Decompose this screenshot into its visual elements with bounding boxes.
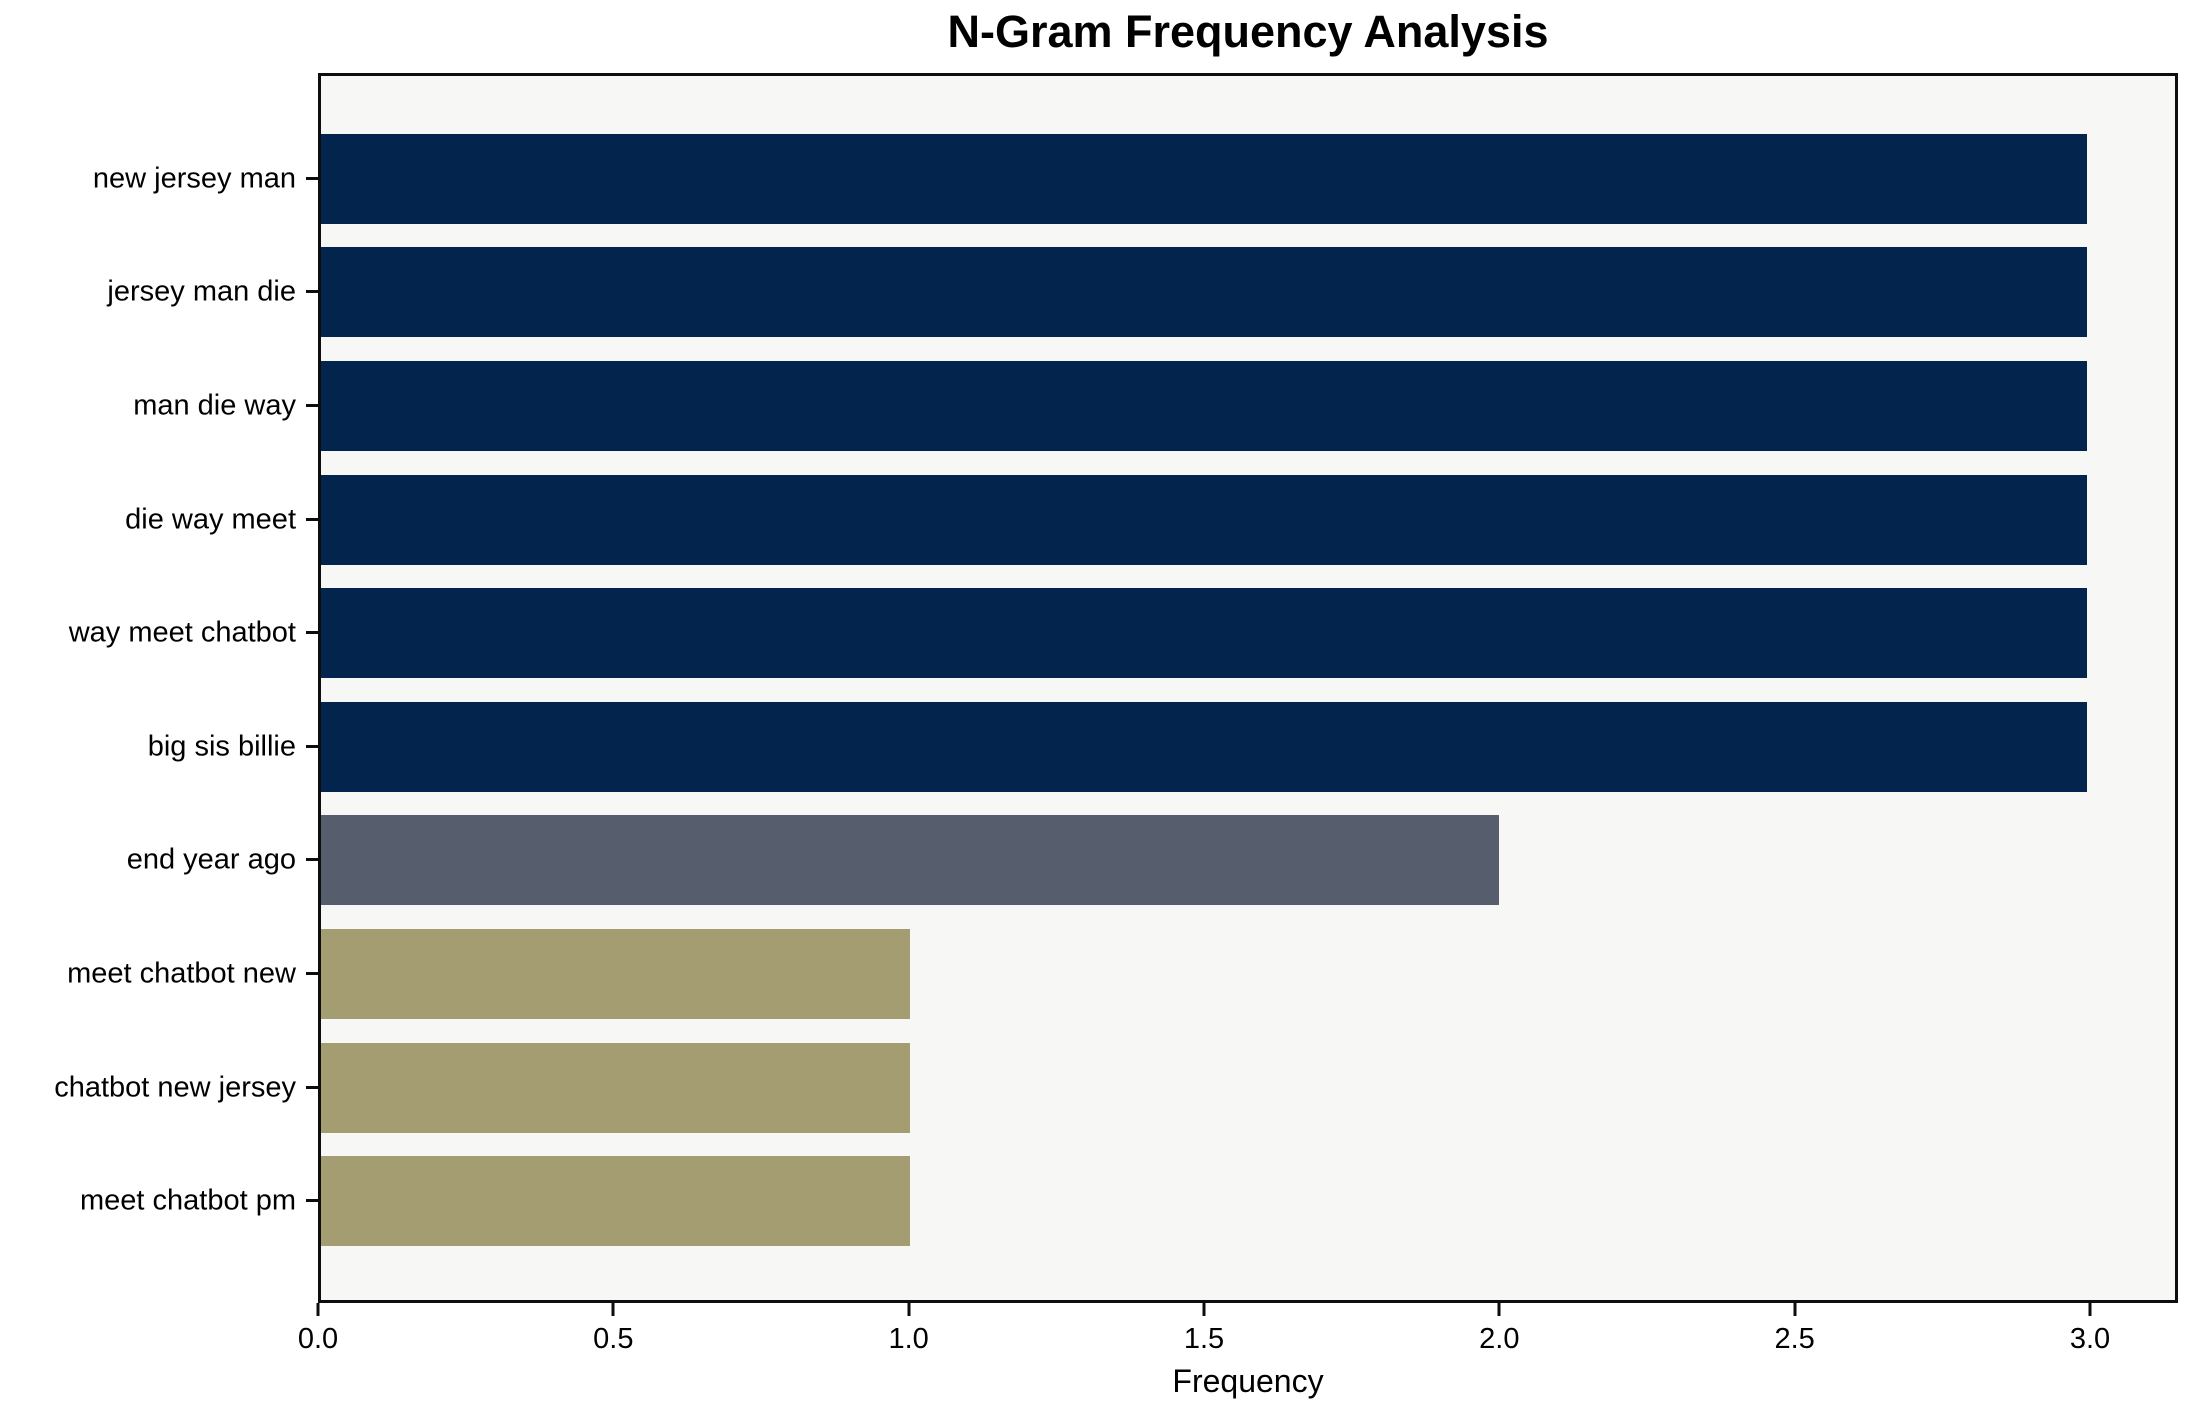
bar (321, 133, 2088, 224)
y-tick-mark (306, 858, 319, 862)
y-tick-mark (306, 1085, 319, 1089)
y-tick-label: meet chatbot new (67, 957, 296, 990)
y-tick-label: end year ago (126, 843, 296, 876)
y-tick-label: meet chatbot pm (80, 1184, 296, 1217)
y-tick-label: chatbot new jersey (54, 1071, 296, 1104)
x-tick-mark (1793, 1303, 1797, 1316)
y-tick-label: man die way (133, 389, 296, 422)
x-axis: 0.0 0.5 1.0 1.5 2.0 2.5 3.0 (298, 1303, 2178, 1373)
x-tick-mark (611, 1303, 615, 1316)
x-tick-label: 2.5 (1774, 1323, 1815, 1355)
y-tick-mark (306, 744, 319, 748)
x-tick-mark (2088, 1303, 2092, 1316)
y-tick-mark (306, 517, 319, 521)
y-tick-label: die way meet (125, 503, 296, 536)
y-tick-mark (306, 403, 319, 407)
bar (321, 247, 2088, 338)
bar-row: man die way (133, 349, 2175, 463)
y-tick-label: new jersey man (92, 162, 296, 195)
bar (321, 1042, 910, 1133)
bar (321, 360, 2088, 451)
x-tick-label: 2.0 (1479, 1323, 1520, 1355)
y-tick-mark (306, 290, 319, 294)
y-tick-label: big sis billie (147, 730, 296, 763)
x-axis-title: Frequency (1172, 1363, 1324, 1399)
bar-row: end year ago (127, 804, 2175, 918)
x-tick-mark (1202, 1303, 1206, 1316)
bar-row: meet chatbot pm (80, 1144, 2175, 1258)
bar-row: new jersey man (93, 122, 2175, 236)
x-tick-mark (1497, 1303, 1501, 1316)
x-tick-mark (316, 1303, 320, 1316)
bar (321, 474, 2088, 565)
y-tick-label: jersey man die (107, 275, 296, 308)
y-tick-mark (306, 971, 319, 975)
y-tick-mark (306, 631, 319, 635)
bar (321, 928, 910, 1019)
x-tick-label: 0.0 (297, 1323, 339, 1355)
bar-row: die way meet (125, 463, 2175, 577)
x-tick-label: 3.0 (2069, 1323, 2111, 1355)
plot-area: new jersey man jersey man die man die way d… (54, 73, 2178, 1303)
bar-row: big sis billie (148, 690, 2175, 804)
bar (321, 701, 2088, 792)
y-tick-label: way meet chatbot (68, 616, 296, 649)
bar (321, 815, 1499, 906)
y-tick-mark (306, 176, 319, 180)
bar (321, 588, 2088, 679)
bar (321, 1156, 910, 1247)
x-tick-label: 1.5 (1183, 1323, 1225, 1355)
chart-title: N-Gram Frequency Analysis (947, 6, 1549, 57)
x-tick-mark (907, 1303, 911, 1316)
bar-rows-container: new jersey man jersey man die man die way d… (54, 76, 2175, 1300)
x-tick-label: 1.0 (888, 1323, 929, 1355)
x-tick-label: 0.5 (593, 1323, 634, 1355)
bar-row: way meet chatbot (69, 576, 2175, 690)
bar-row: jersey man die (107, 236, 2175, 350)
bar-row: chatbot new jersey (54, 1031, 2175, 1145)
y-tick-mark (306, 1199, 319, 1203)
bar-row: meet chatbot new (67, 917, 2175, 1031)
